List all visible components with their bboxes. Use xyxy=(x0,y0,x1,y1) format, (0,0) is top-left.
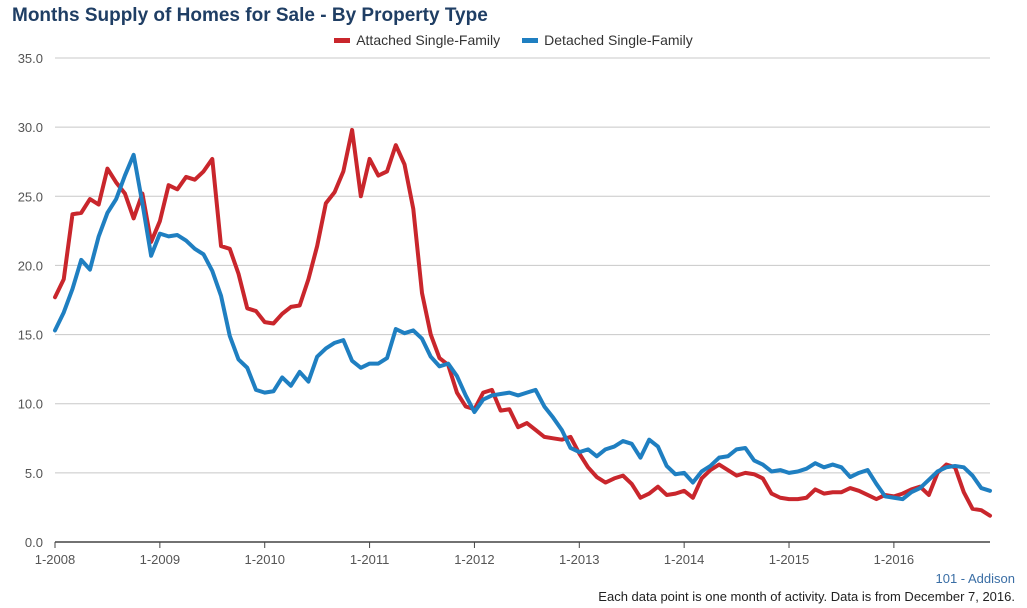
x-tick-label-7: 1-2015 xyxy=(769,552,809,567)
x-tick-label-1: 1-2009 xyxy=(140,552,180,567)
legend-label-detached: Detached Single-Family xyxy=(544,32,693,48)
y-tick-label-0: 0.0 xyxy=(25,535,43,550)
footnote: Each data point is one month of activity… xyxy=(598,589,1015,604)
y-tick-label-1: 5.0 xyxy=(25,466,43,481)
x-tick-label-4: 1-2012 xyxy=(454,552,494,567)
x-tick-label-5: 1-2013 xyxy=(559,552,599,567)
series-line-detached-single-family xyxy=(53,152,992,502)
y-tick-label-5: 25.0 xyxy=(18,189,43,204)
y-tick-label-4: 20.0 xyxy=(18,258,43,273)
y-tick-label-7: 35.0 xyxy=(18,51,43,66)
series-line-attached-single-family xyxy=(53,127,992,518)
credit-label: 101 - Addison xyxy=(935,571,1015,586)
legend-swatch-attached xyxy=(334,37,351,43)
x-tick-label-8: 1-2016 xyxy=(874,552,914,567)
legend: Attached Single-Family Detached Single-F… xyxy=(0,32,1027,48)
y-tick-label-6: 30.0 xyxy=(18,120,43,135)
legend-label-attached: Attached Single-Family xyxy=(356,32,501,48)
legend-swatch-detached xyxy=(522,37,539,43)
x-tick-label-6: 1-2014 xyxy=(664,552,704,567)
x-tick-label-3: 1-2011 xyxy=(350,552,390,567)
x-tick-label-0: 1-2008 xyxy=(35,552,75,567)
legend-item-detached[interactable]: Detached Single-Family xyxy=(522,32,693,48)
y-tick-label-3: 15.0 xyxy=(18,328,43,343)
chart-title: Months Supply of Homes for Sale - By Pro… xyxy=(12,5,488,26)
x-tick-label-2: 1-2010 xyxy=(244,552,284,567)
y-tick-label-2: 10.0 xyxy=(18,397,43,412)
legend-item-attached[interactable]: Attached Single-Family xyxy=(334,32,500,48)
